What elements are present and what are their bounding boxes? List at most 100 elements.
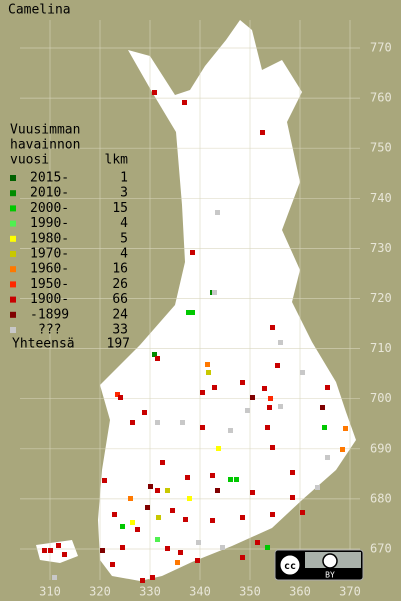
observation-square [115, 392, 120, 397]
license-text: BY [325, 571, 335, 580]
observation-square [215, 210, 220, 215]
observation-square [42, 548, 47, 553]
observation-square [300, 370, 305, 375]
observation-square [200, 390, 205, 395]
y-axis-label: 750 [370, 141, 392, 155]
legend-count: 3 [120, 186, 128, 201]
observation-square [228, 477, 233, 482]
observation-square [250, 395, 255, 400]
observation-square [210, 518, 215, 523]
observation-square [102, 478, 107, 483]
observation-square [187, 496, 192, 501]
observation-square [320, 405, 325, 410]
observation-square [128, 496, 133, 501]
x-axis-label: 350 [239, 585, 261, 599]
legend-label: 2010- [30, 186, 69, 201]
total-label: Yhteensä [12, 337, 75, 352]
legend-count: 66 [112, 292, 128, 307]
observation-square [48, 548, 53, 553]
y-axis-label: 670 [370, 542, 392, 556]
cc-icon-text: cc [284, 561, 296, 572]
observation-square [190, 310, 195, 315]
legend-swatch [10, 311, 16, 318]
observation-square [210, 473, 215, 478]
legend-count: 33 [112, 323, 128, 338]
legend-label: 1990- [30, 216, 69, 231]
legend-count: 15 [112, 201, 128, 216]
observation-square [265, 425, 270, 430]
y-axis-label: 700 [370, 391, 392, 405]
legend-label: 1960- [30, 262, 69, 277]
observation-square [156, 515, 161, 520]
observation-square [275, 363, 280, 368]
observation-square [52, 575, 57, 580]
observation-square [135, 527, 140, 532]
observation-square [140, 578, 145, 583]
total-count: 197 [107, 337, 130, 352]
legend-swatch [10, 190, 16, 197]
observation-square [290, 470, 295, 475]
observation-square [215, 488, 220, 493]
observation-square [270, 325, 275, 330]
y-axis-label: 680 [370, 491, 392, 505]
x-axis-label: 320 [89, 585, 111, 599]
y-axis-label: 770 [370, 41, 392, 55]
legend: 2015- 1 2010- 3 2000- 15 1990- 4 1980- 5 1970- 4 196… [10, 171, 128, 338]
legend-count: 1 [120, 171, 128, 186]
observation-square [240, 555, 245, 560]
observation-square [155, 488, 160, 493]
observation-square [175, 560, 180, 565]
observation-square [100, 548, 105, 553]
observation-square [130, 520, 135, 525]
observation-square [267, 405, 272, 410]
y-axis-label: 740 [370, 191, 392, 205]
observation-square [216, 446, 221, 451]
observation-square [325, 455, 330, 460]
finland-map [36, 20, 356, 581]
legend-label: 1900- [30, 292, 69, 307]
observation-square [165, 546, 170, 551]
license-badge: cc BY [274, 549, 364, 581]
legend-swatch [10, 235, 16, 242]
observation-square [160, 460, 165, 465]
legend-swatch [10, 296, 16, 303]
observation-square [262, 386, 267, 391]
observation-square [183, 517, 188, 522]
observation-square [155, 356, 160, 361]
observation-square [155, 537, 160, 542]
legend-label: 1950- [30, 277, 69, 292]
observation-square [152, 352, 157, 357]
legend-count: 24 [112, 307, 128, 322]
legend-count: 16 [112, 262, 128, 277]
observation-square [186, 310, 191, 315]
observation-square [150, 575, 155, 580]
observation-square [120, 545, 125, 550]
observation-square [145, 505, 150, 510]
x-axis-label: 330 [139, 585, 161, 599]
legend-count: 26 [112, 277, 128, 292]
observation-square [278, 404, 283, 409]
observation-square [240, 515, 245, 520]
observation-square [340, 447, 345, 452]
legend-label: 2000- [30, 201, 69, 216]
legend-header: Vuusimman [10, 123, 80, 138]
legend-header: vuosi [10, 153, 49, 168]
legend-swatch [10, 281, 16, 288]
legend-swatch [10, 327, 16, 333]
cc-icon [277, 552, 303, 578]
legend-label: ??? [38, 323, 61, 338]
legend-label: -1899 [30, 307, 69, 322]
observation-square [110, 562, 115, 567]
observation-square [195, 558, 200, 563]
observation-square [148, 484, 153, 489]
observation-square [268, 396, 273, 401]
observation-square [178, 550, 183, 555]
legend-header: havainnon [10, 138, 80, 153]
legend-count-header: lkm [105, 153, 129, 168]
observation-square [120, 524, 125, 529]
observation-square [245, 408, 250, 413]
legend-label: 1980- [30, 231, 69, 246]
legend-swatch [10, 251, 16, 257]
x-axis-label: 310 [39, 585, 61, 599]
